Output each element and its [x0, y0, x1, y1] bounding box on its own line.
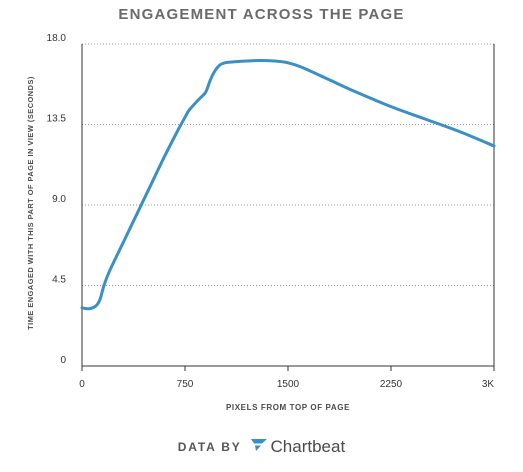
chartbeat-brand[interactable]: Chartbeat	[250, 437, 346, 457]
y-axis-label: TIME ENGAGED WITH THIS PART OF PAGE IN V…	[26, 76, 35, 330]
y-tick-label: 13.5	[47, 114, 67, 125]
x-axis-label: PIXELS FROM TOP OF PAGE	[226, 403, 350, 412]
x-tick-label: 0	[79, 379, 85, 390]
series-line	[80, 58, 496, 311]
data-by-label: DATA BY	[177, 440, 242, 454]
chartbeat-logo-icon	[250, 438, 268, 457]
y-tick-labels: 0 4.5 9.0 13.5 18.0	[47, 33, 67, 366]
brand-name: Chartbeat	[270, 437, 346, 456]
y-tick-label: 18.0	[47, 33, 67, 44]
y-tick-label: 0	[60, 355, 66, 366]
x-tick-label: 3K	[482, 379, 495, 390]
y-tick-label: 9.0	[52, 194, 66, 205]
x-tick-labels: 0 750 1500 2250 3K	[79, 379, 494, 390]
x-tick-label: 1500	[277, 379, 300, 390]
chart-title: ENGAGEMENT ACROSS THE PAGE	[118, 6, 405, 23]
x-tick-label: 750	[177, 379, 194, 390]
x-tick-label: 2250	[380, 379, 403, 390]
y-tick-label: 4.5	[52, 275, 66, 286]
axes	[81, 44, 495, 371]
grid-lines	[82, 43, 494, 286]
footer: DATA BY Chartbeat	[0, 437, 523, 457]
series-lines	[80, 58, 496, 311]
